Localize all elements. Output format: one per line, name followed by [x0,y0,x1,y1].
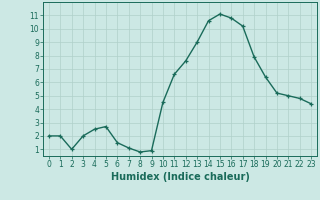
X-axis label: Humidex (Indice chaleur): Humidex (Indice chaleur) [111,172,249,182]
